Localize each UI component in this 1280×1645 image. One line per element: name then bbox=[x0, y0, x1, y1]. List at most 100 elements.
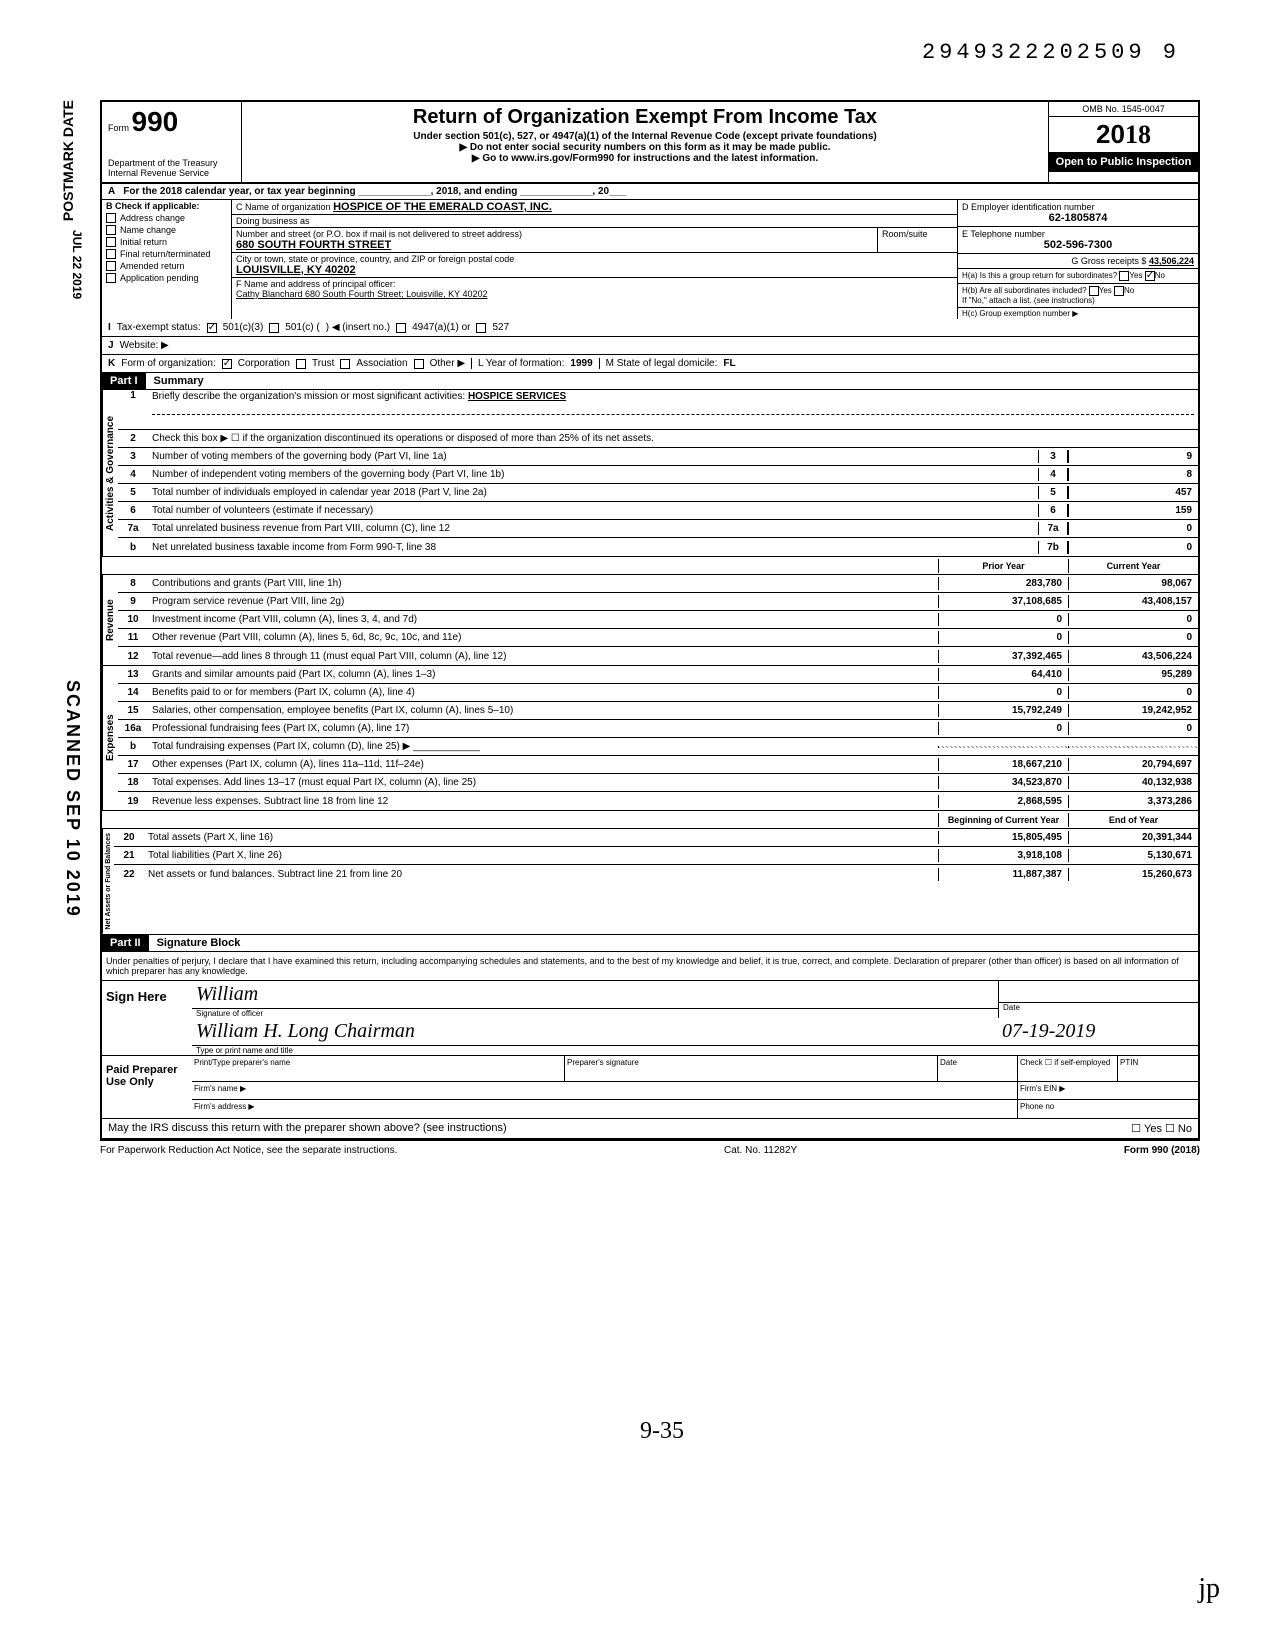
checkbox-icon[interactable] bbox=[106, 249, 116, 259]
phone-value: 502-596-7300 bbox=[962, 239, 1194, 251]
firm-addr-label: Firm's address ▶ bbox=[192, 1100, 1018, 1118]
form-footer: For Paperwork Reduction Act Notice, see … bbox=[100, 1141, 1200, 1160]
financial-row: 13Grants and similar amounts paid (Part … bbox=[118, 666, 1198, 684]
end-year-header: End of Year bbox=[1068, 813, 1198, 827]
org-name-label: C Name of organization bbox=[236, 202, 331, 212]
year-columns-header: Prior Year Current Year bbox=[102, 557, 1198, 575]
line-a: A For the 2018 calendar year, or tax yea… bbox=[102, 184, 1198, 200]
summary-row: 1Briefly describe the organization's mis… bbox=[118, 390, 1198, 430]
financial-row: 22Net assets or fund balances. Subtract … bbox=[114, 865, 1198, 883]
part-1-label: Part I bbox=[102, 373, 146, 389]
revenue-label: Revenue bbox=[102, 575, 118, 665]
irs-label: Internal Revenue Service bbox=[108, 168, 235, 178]
hb-label: H(b) Are all subordinates included? bbox=[962, 286, 1087, 295]
organization-name: HOSPICE OF THE EMERALD COAST, INC. bbox=[333, 201, 552, 213]
checkbox-icon[interactable] bbox=[106, 225, 116, 235]
form-page: 2949322202509 9 POSTMARK DATE JUL 22 201… bbox=[0, 0, 1280, 1645]
line-j: J Website: ▶ bbox=[102, 337, 1198, 355]
checkbox-icon[interactable] bbox=[106, 213, 116, 223]
preparer-sig-label: Preparer's signature bbox=[565, 1056, 938, 1081]
expenses-section: Expenses 13Grants and similar amounts pa… bbox=[102, 666, 1198, 811]
balance-columns-header: Beginning of Current Year End of Year bbox=[102, 811, 1198, 829]
signature-date: 07-19-2019 bbox=[1002, 1020, 1095, 1043]
calendar-year-text: For the 2018 calendar year, or tax year … bbox=[123, 186, 626, 197]
website-label: Website: ▶ bbox=[120, 340, 169, 351]
sig-officer-label: Signature of officer bbox=[192, 1009, 998, 1018]
gross-label: G Gross receipts $ bbox=[1071, 256, 1146, 266]
officer-label: F Name and address of principal officer: bbox=[236, 279, 953, 289]
room-suite-label: Room/suite bbox=[877, 228, 957, 252]
postmark-stamp: POSTMARK DATE bbox=[60, 100, 76, 221]
checkbox-row: Final return/terminated bbox=[102, 248, 231, 260]
summary-row: 2Check this box ▶ ☐ if the organization … bbox=[118, 430, 1198, 448]
hc-label: H(c) Group exemption number ▶ bbox=[958, 308, 1198, 319]
sign-here-label: Sign Here bbox=[102, 981, 192, 1055]
phone-label: E Telephone number bbox=[962, 229, 1194, 239]
printed-name: William H. Long Chairman bbox=[196, 1020, 415, 1043]
handwritten-initial: jp bbox=[1198, 1573, 1220, 1605]
declaration-text: Under penalties of perjury, I declare th… bbox=[102, 952, 1198, 981]
checkbox-label: Final return/terminated bbox=[120, 249, 211, 259]
form-ref: Form 990 (2018) bbox=[1124, 1145, 1200, 1156]
form-990-container: Form 990 Department of the Treasury Inte… bbox=[100, 100, 1200, 1141]
financial-row: 16aProfessional fundraising fees (Part I… bbox=[118, 720, 1198, 738]
summary-row: 7aTotal unrelated business revenue from … bbox=[118, 520, 1198, 538]
summary-row: 4Number of independent voting members of… bbox=[118, 466, 1198, 484]
ein-value: 62-1805874 bbox=[962, 212, 1194, 224]
part-1-header: Part I Summary bbox=[102, 373, 1198, 390]
summary-row: bNet unrelated business taxable income f… bbox=[118, 538, 1198, 556]
financial-row: 20Total assets (Part X, line 16)15,805,4… bbox=[114, 829, 1198, 847]
document-id: 2949322202509 9 bbox=[922, 40, 1180, 65]
checkbox-label: Initial return bbox=[120, 237, 167, 247]
officer-name: Cathy Blanchard 680 South Fourth Street;… bbox=[236, 289, 953, 299]
ptin-label: PTIN bbox=[1118, 1056, 1198, 1081]
checkbox-icon[interactable] bbox=[106, 273, 116, 283]
activities-governance-section: Activities & Governance 1Briefly describ… bbox=[102, 390, 1198, 557]
city-value: LOUISVILLE, KY 40202 bbox=[236, 264, 953, 276]
officer-signature: William bbox=[196, 983, 258, 1006]
discuss-label: May the IRS discuss this return with the… bbox=[108, 1122, 507, 1135]
financial-row: 11Other revenue (Part VIII, column (A), … bbox=[118, 629, 1198, 647]
hc-note: If "No," attach a list. (see instruction… bbox=[962, 296, 1095, 305]
state-label: M State of legal domicile: bbox=[599, 358, 718, 369]
financial-row: 15Salaries, other compensation, employee… bbox=[118, 702, 1198, 720]
financial-row: 17Other expenses (Part IX, column (A), l… bbox=[118, 756, 1198, 774]
line-i: I Tax-exempt status: 501(c)(3) 501(c) ()… bbox=[102, 319, 1198, 337]
discuss-row: May the IRS discuss this return with the… bbox=[102, 1119, 1198, 1139]
checkbox-label: Name change bbox=[120, 225, 176, 235]
financial-row: 18Total expenses. Add lines 13–17 (must … bbox=[118, 774, 1198, 792]
firm-name-label: Firm's name ▶ bbox=[192, 1082, 1018, 1099]
check-applicable-label: Check if applicable: bbox=[115, 201, 200, 211]
form-prefix: Form bbox=[108, 123, 129, 133]
address-label: Number and street (or P.O. box if mail i… bbox=[236, 229, 873, 239]
sig-date-label: Date bbox=[999, 1003, 1198, 1012]
year-formation: 1999 bbox=[570, 358, 592, 369]
discuss-yes-no: ☐ Yes ☐ No bbox=[1131, 1122, 1192, 1135]
paperwork-notice: For Paperwork Reduction Act Notice, see … bbox=[100, 1145, 397, 1156]
part-2-title: Signature Block bbox=[149, 937, 241, 949]
financial-row: bTotal fundraising expenses (Part IX, co… bbox=[118, 738, 1198, 756]
form-org-label: Form of organization: bbox=[121, 358, 216, 369]
year-formation-label: L Year of formation: bbox=[471, 358, 564, 369]
checkbox-icon[interactable] bbox=[106, 261, 116, 271]
checkbox-row: Name change bbox=[102, 224, 231, 236]
paid-preparer-section: Paid Preparer Use Only Print/Type prepar… bbox=[102, 1056, 1198, 1119]
inspection-label: Open to Public Inspection bbox=[1049, 152, 1198, 172]
current-year-header: Current Year bbox=[1068, 559, 1198, 573]
checkbox-row: Amended return bbox=[102, 260, 231, 272]
form-title: Return of Organization Exempt From Incom… bbox=[246, 106, 1044, 129]
date-stamp: JUL 22 2019 bbox=[70, 230, 84, 299]
beginning-year-header: Beginning of Current Year bbox=[938, 813, 1068, 827]
activities-label: Activities & Governance bbox=[102, 390, 118, 556]
ein-label: D Employer identification number bbox=[962, 202, 1194, 212]
self-employed-label: Check ☐ if self-employed bbox=[1018, 1056, 1118, 1081]
catalog-number: Cat. No. 11282Y bbox=[724, 1145, 797, 1156]
checkbox-icon[interactable] bbox=[106, 237, 116, 247]
checkbox-row: Application pending bbox=[102, 272, 231, 284]
prior-year-header: Prior Year bbox=[938, 559, 1068, 573]
scanned-stamp: SCANNED SEP 10 2019 bbox=[62, 680, 83, 918]
checkbox-label: Address change bbox=[120, 213, 185, 223]
ha-label: H(a) Is this a group return for subordin… bbox=[962, 271, 1117, 280]
firm-ein-label: Firm's EIN ▶ bbox=[1018, 1082, 1198, 1099]
tax-year: 20201818 bbox=[1049, 117, 1198, 152]
